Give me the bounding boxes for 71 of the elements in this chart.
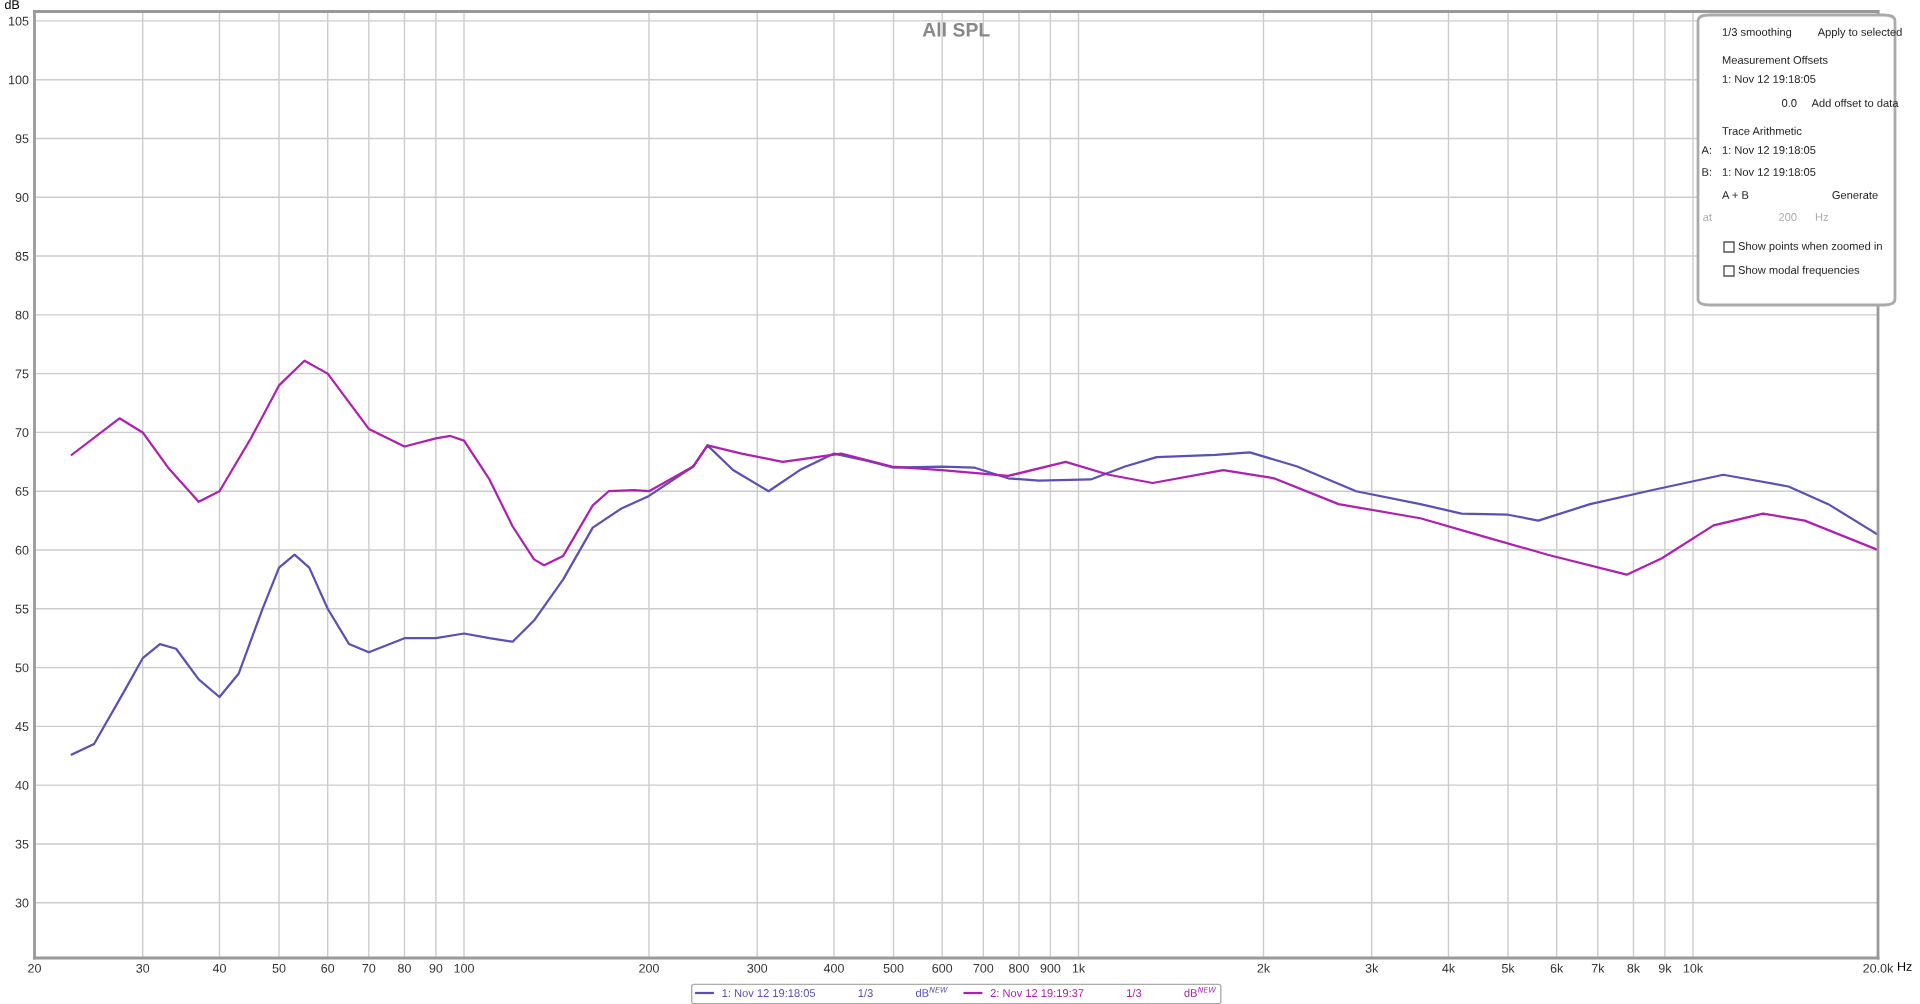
annotation: Add offset to data (1811, 98, 1899, 107)
y-tick-label: 70 (15, 428, 29, 438)
x-tick-label: 10k (1683, 963, 1704, 973)
x-tick-label: 8k (1627, 963, 1641, 973)
x-tick-label: 50 (272, 963, 286, 973)
annotation: Show modal frequencies (1738, 265, 1860, 277)
x-tick-label: 6k (1550, 963, 1564, 973)
x-tick-label: 100 (454, 963, 474, 973)
annotation: 0.0 (1781, 99, 1797, 107)
y-tick-label: 55 (15, 604, 29, 614)
text: dB$^{NEW}$ (915, 986, 948, 997)
y-tick-label: 105 (9, 16, 29, 26)
annotation: Apply to selected (1817, 27, 1902, 39)
x-tick-label: 70 (362, 963, 376, 973)
y-tick-label: 65 (15, 487, 29, 496)
text: dB$^{NEW}$ (1184, 986, 1217, 997)
y-axis-title: dB (4, 0, 20, 10)
x-tick-label: 20.0k (1863, 963, 1894, 973)
y-tick-label: 50 (15, 663, 29, 673)
x-tick-label: 200 (639, 963, 659, 973)
x-tick-label: 700 (973, 963, 994, 973)
x-tick-label: 2k (1257, 963, 1271, 973)
x-tick-label: 400 (823, 963, 844, 973)
x-tick-label: 800 (1009, 963, 1029, 973)
y-tick-label: 45 (15, 722, 29, 732)
legend-label: 1: Nov 12 19:18:05 (722, 989, 816, 997)
legend-label: 2: Nov 12 19:19:37 (990, 989, 1084, 997)
y-tick-label: 100 (9, 75, 29, 85)
annotation: Hz (1815, 213, 1829, 221)
x-tick-label: 7k (1591, 963, 1605, 973)
x-tick-label: 600 (932, 963, 953, 973)
annotation: at (1703, 213, 1712, 221)
y-tick-label: 90 (15, 193, 29, 202)
annotation: Generate (1832, 191, 1878, 199)
annotation: A: (1701, 146, 1711, 154)
annotation: B: (1702, 168, 1711, 176)
annotation: 1: Nov 12 19:18:05 (1722, 168, 1816, 176)
annotation: 1: Nov 12 19:18:05 (1722, 75, 1816, 83)
x-tick-label: 300 (747, 963, 768, 973)
x-tick-label: 3k (1365, 963, 1379, 973)
annotation: Measurement Offsets (1722, 55, 1828, 64)
x-tick-label: 80 (398, 963, 411, 973)
x-tick-label: 4k (1442, 963, 1456, 973)
x-tick-label: 40 (212, 963, 226, 973)
annotation: 1/3 smoothing (1722, 27, 1792, 39)
text: 1/3 (858, 988, 873, 997)
annotation: Trace Arithmetic (1722, 126, 1802, 135)
chart-title: All SPL (922, 22, 990, 37)
y-tick-label: 35 (15, 839, 29, 849)
x-tick-label: 30 (136, 963, 150, 973)
annotation: 1: Nov 12 19:18:05 (1722, 146, 1816, 154)
y-tick-label: 85 (15, 251, 29, 261)
x-axis-title: Hz (1898, 962, 1912, 971)
annotation: Show points when zoomed in (1738, 241, 1882, 253)
annotation: A + B (1722, 191, 1749, 199)
y-tick-label: 30 (15, 898, 29, 908)
y-tick-label: 80 (15, 310, 29, 320)
y-tick-label: 95 (15, 134, 29, 144)
text: 1/3 (1127, 988, 1142, 997)
x-tick-label: 500 (883, 963, 904, 973)
y-tick-label: 75 (15, 369, 29, 379)
y-tick-label: 40 (15, 780, 29, 790)
x-tick-label: 60 (321, 963, 335, 973)
x-tick-label: 5k (1501, 963, 1515, 973)
y-tick-label: 60 (15, 545, 29, 555)
x-tick-label: 20 (28, 963, 41, 973)
x-tick-label: 9k (1658, 963, 1672, 973)
x-tick-label: 900 (1040, 963, 1061, 973)
annotation: 200 (1779, 213, 1797, 221)
x-tick-label: 90 (429, 963, 443, 973)
x-tick-label: 1k (1072, 963, 1086, 973)
